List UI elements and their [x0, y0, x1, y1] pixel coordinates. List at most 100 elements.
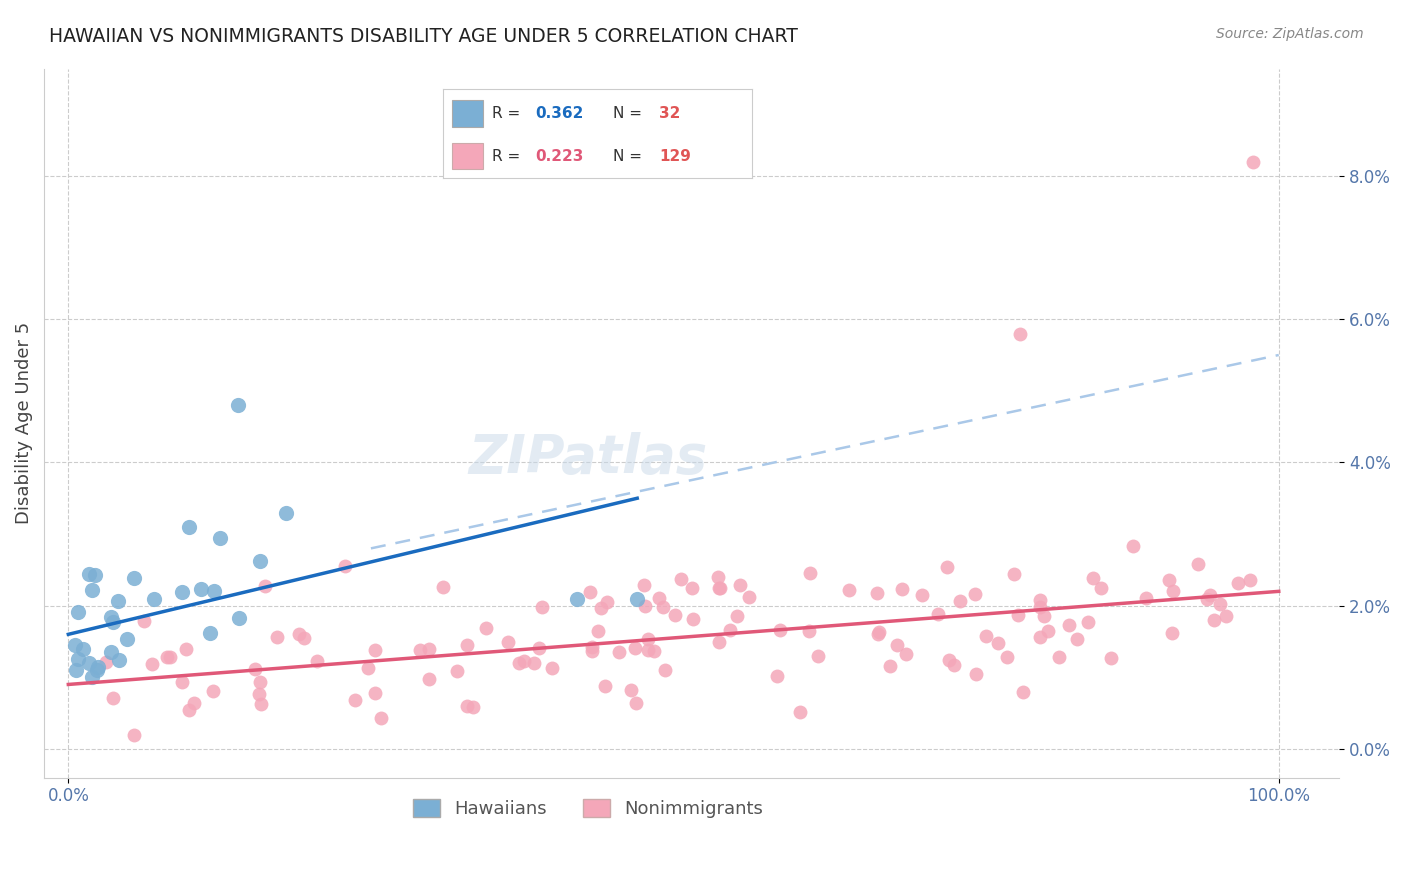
Point: [725, 608, 748, 623]
Point: [305, 654, 328, 668]
Point: [100, 644, 122, 658]
Point: [626, 591, 648, 606]
Point: [1007, 607, 1029, 622]
Point: [1199, 588, 1222, 602]
Point: [84, 568, 107, 582]
Point: [364, 643, 387, 657]
Point: [1197, 592, 1219, 607]
Point: [1004, 567, 1026, 582]
Bar: [453, 100, 484, 127]
Point: [896, 647, 918, 661]
Point: [65, 663, 87, 677]
Point: [1090, 582, 1112, 596]
Point: [243, 662, 266, 676]
Point: [911, 588, 934, 602]
Point: [226, 398, 249, 412]
Point: [595, 679, 617, 693]
Point: [807, 648, 830, 663]
Point: [865, 586, 887, 600]
Point: [141, 657, 163, 672]
Point: [456, 638, 478, 652]
Point: [474, 621, 496, 635]
Point: [183, 696, 205, 710]
Point: [891, 582, 914, 597]
Point: [541, 660, 564, 674]
Point: [122, 728, 145, 742]
Point: [1081, 572, 1104, 586]
Point: [370, 711, 392, 725]
Point: [1010, 326, 1032, 341]
Point: [1161, 583, 1184, 598]
Point: [202, 584, 225, 599]
Point: [418, 673, 440, 687]
Text: HAWAIIAN VS NONIMMIGRANTS DISABILITY AGE UNDER 5 CORRELATION CHART: HAWAIIAN VS NONIMMIGRANTS DISABILITY AGE…: [49, 27, 799, 45]
Point: [654, 663, 676, 677]
Point: [581, 644, 603, 658]
Point: [228, 611, 250, 625]
Point: [586, 624, 609, 638]
Point: [879, 659, 901, 673]
Point: [446, 665, 468, 679]
Point: [1099, 650, 1122, 665]
Point: [159, 649, 181, 664]
Point: [100, 610, 122, 624]
Point: [87, 660, 110, 674]
Text: R =: R =: [492, 106, 526, 120]
Point: [344, 693, 367, 707]
Point: [1029, 630, 1052, 644]
Point: [529, 641, 551, 656]
Point: [637, 632, 659, 646]
Point: [565, 591, 588, 606]
Point: [652, 600, 675, 615]
Point: [1226, 576, 1249, 591]
Point: [1161, 626, 1184, 640]
Point: [589, 601, 612, 615]
Point: [707, 570, 730, 584]
Point: [1215, 609, 1237, 624]
Point: [768, 623, 790, 637]
Point: [67, 605, 90, 619]
Point: [682, 612, 704, 626]
Bar: [453, 143, 484, 169]
Text: 129: 129: [659, 149, 692, 163]
Point: [581, 640, 603, 655]
Point: [766, 669, 789, 683]
Point: [496, 635, 519, 649]
Point: [357, 661, 380, 675]
Point: [67, 652, 90, 666]
Point: [456, 699, 478, 714]
Point: [620, 682, 643, 697]
Point: [523, 656, 546, 670]
Point: [249, 554, 271, 568]
Text: N =: N =: [613, 149, 647, 163]
Point: [1187, 558, 1209, 572]
Text: 0.362: 0.362: [536, 106, 583, 120]
Point: [578, 584, 600, 599]
Point: [737, 590, 759, 604]
Point: [709, 581, 731, 595]
Text: R =: R =: [492, 149, 526, 163]
Point: [86, 663, 108, 677]
Point: [174, 642, 197, 657]
Point: [63, 638, 86, 652]
Point: [965, 667, 987, 681]
Point: [1135, 591, 1157, 606]
Point: [707, 582, 730, 596]
Point: [72, 641, 94, 656]
Point: [1204, 613, 1226, 627]
Point: [107, 594, 129, 608]
Point: [995, 650, 1018, 665]
Point: [1012, 685, 1035, 699]
Point: [409, 642, 432, 657]
Text: N =: N =: [613, 106, 647, 120]
Point: [838, 583, 860, 598]
Point: [987, 636, 1010, 650]
Point: [463, 700, 485, 714]
Point: [108, 653, 131, 667]
Point: [789, 705, 811, 719]
Point: [266, 630, 288, 644]
Point: [1157, 573, 1180, 587]
Point: [624, 641, 647, 656]
Point: [626, 696, 648, 710]
Point: [1057, 618, 1080, 632]
